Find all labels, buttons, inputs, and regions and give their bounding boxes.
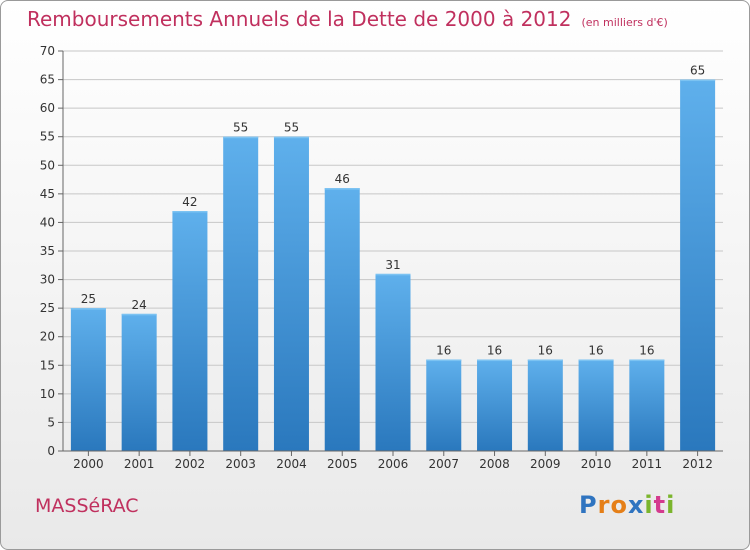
- y-tick-label: 10: [40, 387, 55, 401]
- x-tick-label: 2012: [682, 457, 713, 471]
- y-tick-label: 60: [40, 101, 55, 115]
- y-tick-label: 70: [40, 44, 55, 58]
- bar-highlight: [680, 79, 716, 82]
- data-labels: 25 24 42 55 55 46 31 16 16 16 16 16 65: [81, 64, 706, 358]
- y-tick-label: 45: [40, 187, 55, 201]
- bar-highlight: [426, 359, 462, 362]
- y-tick-label: 55: [40, 130, 55, 144]
- x-tick-label: 2010: [581, 457, 612, 471]
- x-tick-label: 2005: [327, 457, 358, 471]
- x-tick-label: 2002: [175, 457, 206, 471]
- logo-letter: r: [597, 491, 611, 519]
- y-tick-label: 65: [40, 73, 55, 87]
- bar-value-label: 24: [132, 298, 147, 312]
- bar-highlight: [578, 359, 614, 362]
- bar: [324, 188, 360, 451]
- x-tick-label: 2003: [225, 457, 256, 471]
- x-tick-label: 2009: [530, 457, 561, 471]
- bar: [680, 79, 716, 452]
- logo-letter: i: [644, 491, 654, 519]
- logo-letter: P: [579, 491, 598, 519]
- bar: [477, 359, 513, 451]
- logo-letter: i: [666, 491, 676, 519]
- bar: [527, 359, 563, 451]
- bar-highlight: [70, 308, 106, 310]
- logo-letter: o: [610, 491, 628, 519]
- chart-title: Remboursements Annuels de la Dette de 20…: [27, 7, 668, 31]
- axes: 0 5 10 15 20 25 30 35 40 45 50 55 60 65 70 2000 2001 2002…: [40, 44, 723, 471]
- x-tick-label: 2000: [73, 457, 104, 471]
- bar-value-label: 55: [233, 121, 248, 135]
- bar-value-label: 16: [436, 344, 451, 358]
- bar: [629, 359, 665, 451]
- bar: [70, 308, 106, 451]
- y-tick-label: 0: [47, 444, 55, 458]
- bar-highlight: [629, 359, 665, 362]
- bar-highlight: [477, 359, 513, 362]
- proxiti-logo: Proxiti: [579, 491, 675, 519]
- bar-value-label: 65: [690, 64, 705, 78]
- bar: [273, 136, 309, 451]
- bar-value-label: 42: [182, 195, 197, 209]
- chart-unit: (en milliers d'€): [581, 16, 668, 29]
- x-tick-label: 2001: [124, 457, 155, 471]
- bar-highlight: [527, 359, 563, 362]
- bars: [70, 79, 716, 452]
- y-tick-label: 25: [40, 301, 55, 315]
- bar-value-label: 16: [487, 344, 502, 358]
- bar-value-label: 55: [284, 121, 299, 135]
- x-tick-label: 2007: [428, 457, 459, 471]
- bar-value-label: 46: [335, 172, 350, 186]
- bar-value-label: 16: [538, 344, 553, 358]
- bar-highlight: [324, 188, 360, 190]
- bar-highlight: [375, 273, 411, 276]
- y-tick-label: 15: [40, 358, 55, 372]
- y-tick-label: 5: [47, 415, 55, 429]
- bar: [578, 359, 614, 451]
- bar-value-label: 31: [385, 258, 400, 272]
- x-tick-label: 2008: [479, 457, 510, 471]
- bar-value-label: 25: [81, 292, 96, 306]
- bar-value-label: 16: [588, 344, 603, 358]
- bar: [375, 273, 411, 451]
- x-tick-label: 2011: [632, 457, 663, 471]
- bar-highlight: [273, 136, 309, 139]
- y-tick-label: 30: [40, 273, 55, 287]
- bar: [121, 313, 157, 451]
- y-tick-label: 50: [40, 158, 55, 172]
- y-tick-label: 20: [40, 330, 55, 344]
- y-tick-label: 35: [40, 244, 55, 258]
- x-tick-label: 2004: [276, 457, 307, 471]
- bar-highlight: [172, 211, 208, 213]
- bar-value-label: 16: [639, 344, 654, 358]
- bar-highlight: [121, 313, 157, 316]
- logo-letter: t: [653, 491, 667, 519]
- x-tick-label: 2006: [378, 457, 409, 471]
- bar: [172, 211, 208, 451]
- logo-letter: x: [627, 491, 645, 519]
- bar: [426, 359, 462, 451]
- chart-title-text: Remboursements Annuels de la Dette de 20…: [27, 7, 572, 31]
- y-tick-label: 40: [40, 215, 55, 229]
- bar-highlight: [223, 136, 259, 139]
- bar: [223, 136, 259, 451]
- commune-name: MASSéRAC: [35, 495, 139, 517]
